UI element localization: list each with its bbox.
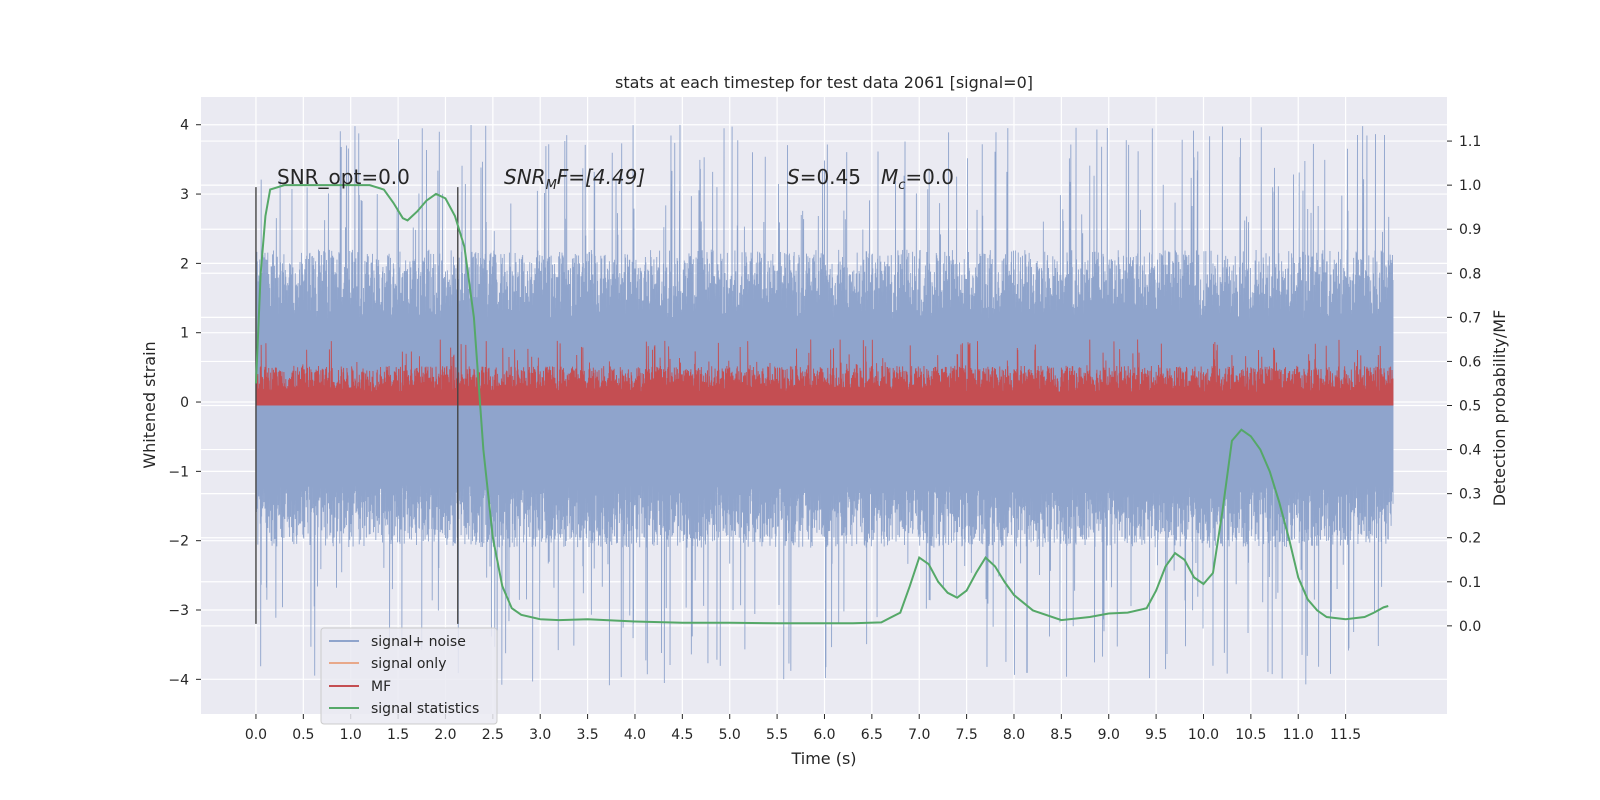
x-tick-label: 1.5 [387, 727, 409, 743]
x-tick-label: 5.0 [719, 727, 741, 743]
y2-axis-ticks: 1.1 1.0 0.9 0.8 0.7 0.6 0.5 0.4 0.3 0.2 0.1 0.0 [1447, 134, 1481, 635]
x-tick-label: 10.0 [1188, 727, 1219, 743]
y2-tick-label: 0.8 [1459, 266, 1481, 282]
legend-label-signal-noise: signal+ noise [371, 634, 466, 650]
y-tick-label: 3 [180, 187, 189, 203]
x-tick-label: 3.5 [576, 727, 598, 743]
x-tick-label: 3.0 [529, 727, 551, 743]
x-tick-label: 9.0 [1098, 727, 1120, 743]
y-tick-label: 4 [180, 118, 189, 134]
x-tick-label: 2.0 [434, 727, 456, 743]
y-tick-label: −4 [168, 672, 189, 688]
annotation-snr-mf: SNRMF=[4.49] [504, 165, 645, 193]
x-tick-label: 1.0 [340, 727, 362, 743]
y2-tick-label: 1.0 [1459, 178, 1481, 194]
y-axis-ticks: 4 3 2 1 0 −1 −2 −3 −4 [168, 118, 201, 688]
y2-tick-label: 0.0 [1459, 619, 1481, 635]
x-tick-label: 2.5 [482, 727, 504, 743]
y-tick-label: −3 [168, 603, 189, 619]
y2-tick-label: 0.3 [1459, 487, 1481, 503]
annotation-snr-opt: SNR_opt=0.0 [277, 165, 410, 189]
x-tick-label: 4.0 [624, 727, 646, 743]
x-axis-label: Time (s) [790, 749, 856, 768]
annotation-mc: Mc=0.0 [881, 165, 954, 193]
y2-tick-label: 0.6 [1459, 354, 1481, 370]
x-tick-label: 8.5 [1050, 727, 1072, 743]
x-tick-label: 6.5 [861, 727, 883, 743]
x-axis-ticks: 0.0 0.5 1.0 1.5 2.0 2.5 3.0 3.5 4.0 4.5 5.0 5.5 6.0 6… [245, 714, 1361, 743]
vertical-lines [255, 187, 459, 624]
legend-label-mf: MF [371, 679, 391, 695]
x-tick-label: 11.5 [1330, 727, 1361, 743]
annotations: SNR_opt=0.0 SNRMF=[4.49] S=0.45 Mc=0.0 [277, 165, 954, 193]
legend-label-signal-only: signal only [371, 656, 446, 672]
series-signal-statistics-line [254, 184, 1389, 625]
y2-tick-label: 0.4 [1459, 443, 1481, 459]
y-tick-label: 1 [180, 326, 189, 342]
series-signal-noise [255, 124, 1394, 686]
y2-tick-label: 0.7 [1459, 310, 1481, 326]
chart-title: stats at each timestep for test data 206… [615, 73, 1033, 92]
y-tick-label: −2 [168, 534, 189, 550]
series-mf [255, 339, 1394, 406]
legend-box [320, 627, 498, 725]
y-axis-label: Whitened strain [140, 341, 159, 468]
x-tick-label: 5.5 [766, 727, 788, 743]
y-tick-label: 2 [180, 256, 189, 272]
series-mf-line [255, 339, 1394, 406]
x-tick-label: 6.0 [813, 727, 835, 743]
x-tick-label: 0.5 [292, 727, 314, 743]
y-tick-label: 0 [180, 395, 189, 411]
y2-tick-label: 1.1 [1459, 134, 1481, 150]
x-tick-label: 11.0 [1283, 727, 1314, 743]
y2-tick-label: 0.2 [1459, 531, 1481, 547]
x-tick-label: 10.5 [1235, 727, 1266, 743]
x-tick-label: 4.5 [671, 727, 693, 743]
y2-tick-label: 0.9 [1459, 222, 1481, 238]
series-signal-statistics [254, 184, 1389, 625]
y-tick-label: −1 [168, 464, 189, 480]
x-tick-label: 0.0 [245, 727, 267, 743]
y2-tick-label: 0.5 [1459, 399, 1481, 415]
annotation-s: S=0.45 [787, 165, 861, 189]
y2-tick-label: 0.1 [1459, 575, 1481, 591]
legend: signal+ noise signal only MF signal stat… [320, 627, 498, 725]
x-tick-label: 9.5 [1145, 727, 1167, 743]
x-tick-label: 7.0 [908, 727, 930, 743]
x-tick-label: 8.0 [1003, 727, 1025, 743]
legend-label-signal-statistics: signal statistics [371, 701, 479, 717]
y2-axis-label: Detection probability/MF [1490, 310, 1509, 507]
series-signal-noise-line [255, 124, 1394, 686]
plot-area [254, 124, 1394, 686]
x-tick-label: 7.5 [955, 727, 977, 743]
